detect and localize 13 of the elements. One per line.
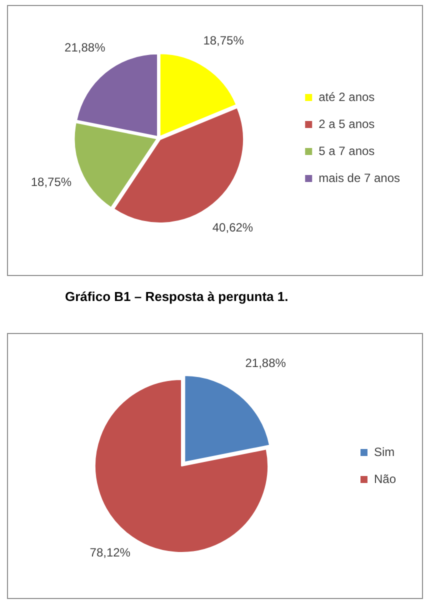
data-label: 40,62% — [212, 220, 254, 234]
legend-label: Não — [374, 472, 396, 486]
data-label: 21,88% — [245, 356, 286, 370]
legend-label: 2 a 5 anos — [318, 116, 375, 131]
legend-label: Sim — [374, 444, 395, 459]
legend-label: 5 a 7 anos — [318, 144, 375, 158]
legend-label: mais de 7 anos — [318, 170, 400, 185]
data-label: 18,75% — [203, 33, 244, 48]
data-label: 21,88% — [64, 40, 106, 54]
text: Gráfico B1 – Resposta à pergunta 1. — [64, 289, 290, 304]
data-label: 78,12% — [90, 545, 131, 560]
data-label: 18,75% — [30, 174, 72, 189]
legend-label: até 2 anos — [318, 90, 375, 104]
